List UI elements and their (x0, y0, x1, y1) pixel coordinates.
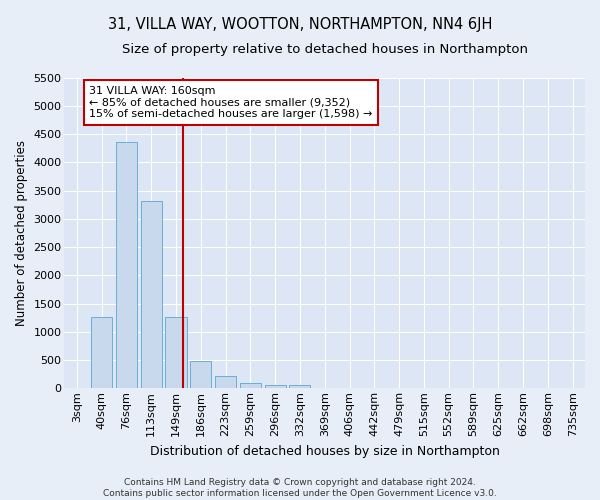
Bar (289, 385, 310, 388)
Text: Contains HM Land Registry data © Crown copyright and database right 2024.
Contai: Contains HM Land Registry data © Crown c… (103, 478, 497, 498)
Bar (166, 316, 187, 388)
Bar (140, 201, 162, 388)
Bar (265, 385, 286, 388)
Text: 31 VILLA WAY: 160sqm
← 85% of detached houses are smaller (9,352)
15% of semi-de: 31 VILLA WAY: 160sqm ← 85% of detached h… (89, 86, 373, 119)
Y-axis label: Number of detached properties: Number of detached properties (15, 140, 28, 326)
Bar (190, 360, 211, 388)
Bar (116, 142, 137, 388)
Title: Size of property relative to detached houses in Northampton: Size of property relative to detached ho… (122, 42, 528, 56)
Bar (215, 376, 236, 388)
Bar (91, 316, 112, 388)
Text: 31, VILLA WAY, WOOTTON, NORTHAMPTON, NN4 6JH: 31, VILLA WAY, WOOTTON, NORTHAMPTON, NN4… (108, 18, 492, 32)
Bar (240, 383, 261, 388)
X-axis label: Distribution of detached houses by size in Northampton: Distribution of detached houses by size … (150, 444, 500, 458)
